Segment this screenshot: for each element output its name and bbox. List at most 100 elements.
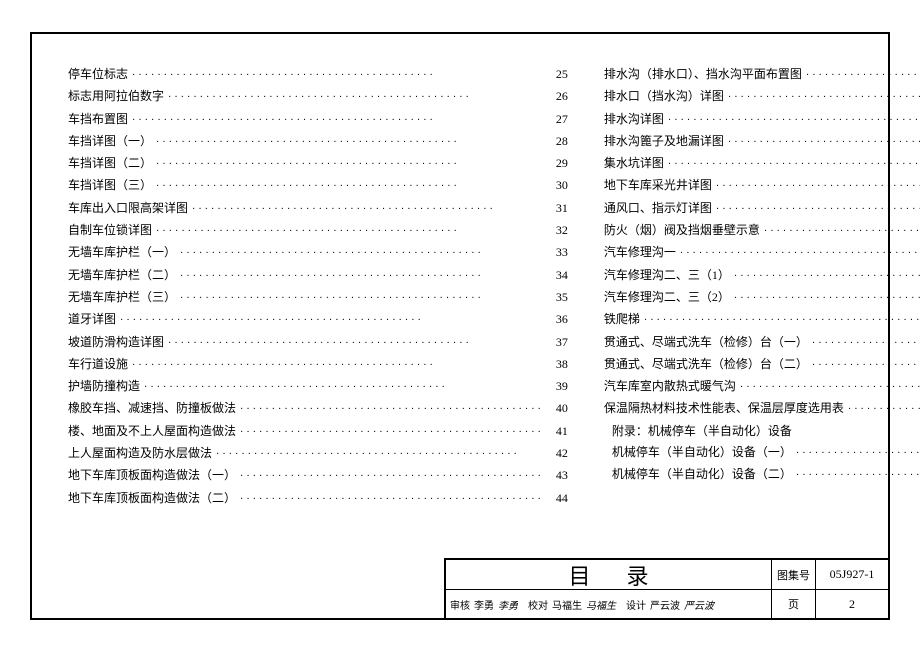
toc-entry-label: 汽车修理沟二、三（1） [604, 265, 730, 286]
proof-label: 校对 [524, 597, 552, 612]
toc-leader-dots [236, 422, 548, 443]
toc-entry-page: 31 [548, 198, 568, 219]
toc-leader-dots [176, 266, 548, 287]
toc-entry-label: 排水沟详图 [604, 109, 664, 130]
toc-leader-dots [116, 310, 548, 331]
toc-entry: 铁爬梯56 [604, 309, 920, 331]
toc-entry-label: 贯通式、尽端式洗车（检修）台（一） [604, 332, 808, 353]
toc-leader-dots [664, 110, 920, 131]
toc-leader-dots [808, 333, 920, 354]
toc-entry-label: 上人屋面构造及防水层做法 [68, 443, 212, 464]
toc-entry: 护墙防撞构造39 [68, 376, 568, 398]
toc-entry: 上人屋面构造及防水层做法42 [68, 443, 568, 465]
toc-entry-page: 27 [548, 109, 568, 130]
toc-entry: 汽车修理沟二、三（2）55 [604, 287, 920, 309]
toc-entry: 机械停车（半自动化）设备（二）62 [604, 464, 920, 486]
title-block: 目录 图集号 05J927-1 审核 李勇 李勇 校对 马福生 马福生 设计 严… [444, 558, 890, 620]
toc-column-right: 排水沟（排水口）、挡水沟平面布置图45排水口（挡水沟）详图46排水沟详图47排水… [604, 64, 920, 540]
design-name: 严云波 [650, 597, 684, 612]
toc-entry-label: 车挡布置图 [68, 109, 128, 130]
toc-entry: 道牙详图36 [68, 309, 568, 331]
toc-entry-label: 排水口（挡水沟）详图 [604, 86, 724, 107]
page-number-label: 页 [772, 590, 816, 618]
toc-entry-label: 车库出入口限高架详图 [68, 198, 188, 219]
toc-entry-label: 车挡详图（二） [68, 153, 152, 174]
toc-entry-label: 集水坑详图 [604, 153, 664, 174]
toc-leader-dots [724, 132, 920, 153]
toc-entry-label: 无墙车库护栏（二） [68, 265, 176, 286]
toc-entry: 通风口、指示灯详图51 [604, 198, 920, 220]
toc-leader-dots [792, 465, 920, 486]
toc-entry-label: 贯通式、尽端式洗车（检修）台（二） [604, 354, 808, 375]
toc-leader-dots [176, 243, 548, 264]
proof-signature: 马福生 [586, 597, 622, 612]
toc-entry: 集水坑详图49 [604, 153, 920, 175]
toc-entry: 无墙车库护栏（二）34 [68, 265, 568, 287]
toc-entry-label: 橡胶车挡、减速挡、防撞板做法 [68, 398, 236, 419]
toc-entry: 排水沟详图47 [604, 109, 920, 131]
toc-entry: 排水沟篦子及地漏详图48 [604, 131, 920, 153]
toc-entry-page: 35 [548, 287, 568, 308]
toc-entry: 无墙车库护栏（三） 35 [68, 287, 568, 309]
page-frame: 停车位标志25标志用阿拉伯数字26车挡布置图27车挡详图（一）28车挡详图（二）… [30, 32, 890, 620]
toc-leader-dots [236, 466, 548, 487]
toc-leader-dots [152, 221, 548, 242]
toc-entry: 保温隔热材料技术性能表、保温层厚度选用表60 [604, 398, 920, 420]
design-label: 设计 [622, 597, 650, 612]
toc-leader-dots [724, 87, 920, 108]
toc-leader-dots [808, 355, 920, 376]
atlas-number-value: 05J927-1 [816, 560, 888, 589]
toc-leader-dots [176, 288, 548, 309]
toc-leader-dots [730, 266, 920, 287]
document-title: 目录 [446, 560, 772, 589]
proof-name: 马福生 [552, 597, 586, 612]
toc-entry: 坡道防滑构造详图37 [68, 332, 568, 354]
toc-entry-label: 保温隔热材料技术性能表、保温层厚度选用表 [604, 398, 844, 419]
toc-leader-dots [712, 199, 920, 220]
toc-entry-label: 护墙防撞构造 [68, 376, 140, 397]
toc-entry: 地下车库顶板面构造做法（一）43 [68, 465, 568, 487]
toc-entry-label: 无墙车库护栏（一） [68, 242, 176, 263]
toc-entry-page: 30 [548, 175, 568, 196]
toc-entry-label: 车行道设施 [68, 354, 128, 375]
toc-entry: 排水沟（排水口）、挡水沟平面布置图45 [604, 64, 920, 86]
toc-entry-label: 楼、地面及不上人屋面构造做法 [68, 421, 236, 442]
toc-leader-dots [152, 132, 548, 153]
toc-entry-page: 29 [548, 153, 568, 174]
toc-entry-page: 28 [548, 131, 568, 152]
toc-entry: 防火（烟）阀及挡烟垂壁示意52 [604, 220, 920, 242]
toc-entry: 标志用阿拉伯数字26 [68, 86, 568, 108]
page-number-value: 2 [816, 590, 888, 618]
toc-leader-dots [152, 176, 548, 197]
toc-entry-page: 32 [548, 220, 568, 241]
toc-entry: 汽车修理沟二、三（1）54 [604, 265, 920, 287]
toc-entry-label: 地下车库采光井详图 [604, 175, 712, 196]
toc-entry-label: 标志用阿拉伯数字 [68, 86, 164, 107]
review-label: 审核 [446, 597, 474, 612]
toc-entry: 车挡详图（二） 29 [68, 153, 568, 175]
toc-entry-label: 停车位标志 [68, 64, 128, 85]
toc-leader-dots [792, 443, 920, 464]
toc-entry: 车挡详图（三） 30 [68, 175, 568, 197]
toc-leader-dots [736, 377, 920, 398]
toc-leader-dots [128, 65, 548, 86]
toc-entry-page: 44 [548, 488, 568, 509]
toc-entry-label: 车挡详图（三） [68, 175, 152, 196]
toc-entry-page: 36 [548, 309, 568, 330]
appendix-heading: 附录：机械停车（半自动化）设备 [604, 421, 920, 442]
toc-leader-dots [676, 243, 920, 264]
review-name: 李勇 [474, 597, 498, 612]
toc-entry-page: 37 [548, 332, 568, 353]
toc-entry: 汽车修理沟一53 [604, 242, 920, 264]
toc-entry-label: 汽车修理沟一 [604, 242, 676, 263]
toc-entry-label: 机械停车（半自动化）设备（一） [612, 442, 792, 463]
toc-entry: 汽车库室内散热式暖气沟59 [604, 376, 920, 398]
toc-content: 停车位标志25标志用阿拉伯数字26车挡布置图27车挡详图（一）28车挡详图（二）… [68, 64, 852, 540]
toc-entry-page: 43 [548, 465, 568, 486]
toc-entry-label: 机械停车（半自动化）设备（二） [612, 464, 792, 485]
review-signature: 李勇 [498, 597, 524, 612]
toc-entry: 橡胶车挡、减速挡、防撞板做法40 [68, 398, 568, 420]
toc-entry-label: 无墙车库护栏（三） [68, 287, 176, 308]
toc-leader-dots [236, 399, 548, 420]
toc-entry: 地下车库顶板面构造做法（二）44 [68, 488, 568, 510]
